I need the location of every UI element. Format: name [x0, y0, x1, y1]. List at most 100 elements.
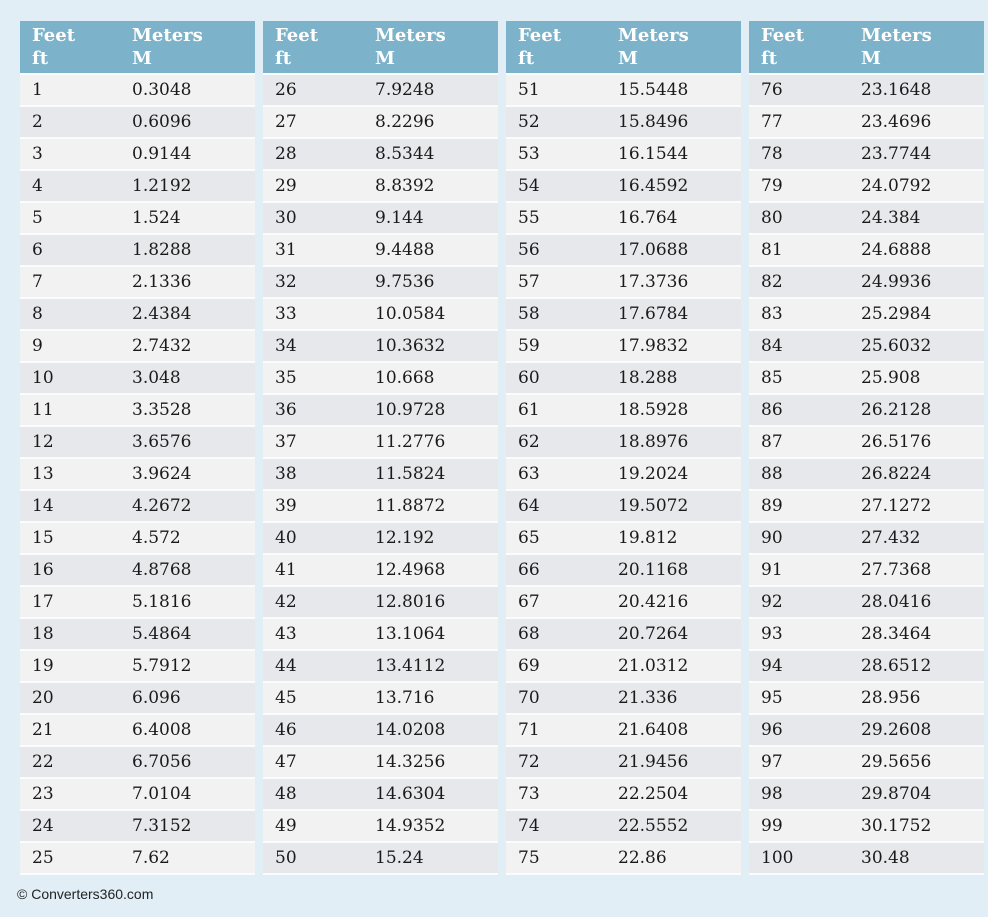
meters-cell: 21.9456	[618, 746, 741, 779]
table-row: 38 11.5824	[263, 458, 498, 491]
meters-cell: 5.1816	[132, 586, 255, 619]
meters-cell: 6.7056	[132, 746, 255, 779]
feet-cell: 97	[749, 746, 861, 779]
table-row: 8 2.4384	[20, 298, 255, 331]
conversion-table-2: Feet ft Meters M 26 7.9248 27 8.2296 28 8.534…	[263, 21, 498, 875]
feet-cell: 93	[749, 618, 861, 651]
feet-cell: 28	[263, 138, 375, 171]
table-row: 34 10.3632	[263, 330, 498, 363]
meters-cell: 3.6576	[132, 426, 255, 459]
table-row: 92 28.0416	[749, 586, 984, 619]
meters-cell: 7.0104	[132, 778, 255, 811]
meters-cell: 3.9624	[132, 458, 255, 491]
feet-cell: 67	[506, 586, 618, 619]
meters-cell: 10.3632	[375, 330, 498, 363]
feet-cell: 30	[263, 202, 375, 235]
meters-cell: 26.2128	[861, 394, 984, 427]
table-row: 45 13.716	[263, 682, 498, 715]
feet-cell: 11	[20, 394, 132, 427]
meters-cell: 30.1752	[861, 810, 984, 843]
header-row: Feet ft Meters M	[20, 21, 255, 75]
feet-cell: 81	[749, 234, 861, 267]
meters-cell: 0.3048	[132, 74, 255, 107]
table-row: 12 3.6576	[20, 426, 255, 459]
feet-cell: 34	[263, 330, 375, 363]
meters-cell: 28.0416	[861, 586, 984, 619]
feet-cell: 85	[749, 362, 861, 395]
table-row: 26 7.9248	[263, 74, 498, 107]
feet-cell: 39	[263, 490, 375, 523]
meters-header-line2: M	[375, 48, 395, 69]
feet-cell: 78	[749, 138, 861, 171]
meters-cell: 29.2608	[861, 714, 984, 747]
meters-cell: 0.9144	[132, 138, 255, 171]
table-row: 82 24.9936	[749, 266, 984, 299]
meters-cell: 9.4488	[375, 234, 498, 267]
feet-cell: 35	[263, 362, 375, 395]
table-row: 89 27.1272	[749, 490, 984, 523]
table-row: 51 15.5448	[506, 74, 741, 107]
meters-header-line1: Meters	[861, 25, 932, 46]
meters-cell: 25.2984	[861, 298, 984, 331]
meters-cell: 21.0312	[618, 650, 741, 683]
meters-header: Meters M	[618, 21, 741, 75]
meters-cell: 11.2776	[375, 426, 498, 459]
meters-cell: 4.8768	[132, 554, 255, 587]
feet-cell: 53	[506, 138, 618, 171]
table-row: 99 30.1752	[749, 810, 984, 843]
table-row: 68 20.7264	[506, 618, 741, 651]
feet-cell: 45	[263, 682, 375, 715]
feet-header-line2: ft	[32, 48, 49, 69]
meters-cell: 1.2192	[132, 170, 255, 203]
meters-cell: 2.4384	[132, 298, 255, 331]
table-row: 65 19.812	[506, 522, 741, 555]
feet-cell: 33	[263, 298, 375, 331]
table-row: 41 12.4968	[263, 554, 498, 587]
meters-header-line2: M	[132, 48, 152, 69]
feet-cell: 63	[506, 458, 618, 491]
feet-header-line1: Feet	[32, 25, 76, 46]
table-row: 86 26.2128	[749, 394, 984, 427]
meters-cell: 3.3528	[132, 394, 255, 427]
table-row: 50 15.24	[263, 842, 498, 875]
table-row: 61 18.5928	[506, 394, 741, 427]
meters-header-line1: Meters	[375, 25, 446, 46]
table-row: 33 10.0584	[263, 298, 498, 331]
table-row: 42 12.8016	[263, 586, 498, 619]
meters-cell: 16.4592	[618, 170, 741, 203]
feet-cell: 13	[20, 458, 132, 491]
meters-cell: 1.8288	[132, 234, 255, 267]
feet-cell: 47	[263, 746, 375, 779]
meters-cell: 24.9936	[861, 266, 984, 299]
meters-cell: 7.9248	[375, 74, 498, 107]
feet-cell: 12	[20, 426, 132, 459]
meters-cell: 24.6888	[861, 234, 984, 267]
table-row: 44 13.4112	[263, 650, 498, 683]
meters-cell: 17.0688	[618, 234, 741, 267]
feet-cell: 2	[20, 106, 132, 139]
feet-cell: 87	[749, 426, 861, 459]
feet-cell: 99	[749, 810, 861, 843]
meters-cell: 25.6032	[861, 330, 984, 363]
conversion-table-3: Feet ft Meters M 51 15.5448 52 15.8496 53 16.…	[506, 21, 741, 875]
feet-cell: 88	[749, 458, 861, 491]
feet-cell: 4	[20, 170, 132, 203]
table-row: 59 17.9832	[506, 330, 741, 363]
meters-cell: 30.48	[861, 842, 984, 875]
table-row: 29 8.8392	[263, 170, 498, 203]
feet-cell: 76	[749, 74, 861, 107]
meters-cell: 23.1648	[861, 74, 984, 107]
feet-header-line1: Feet	[761, 25, 805, 46]
meters-cell: 22.86	[618, 842, 741, 875]
meters-cell: 20.7264	[618, 618, 741, 651]
meters-header-line1: Meters	[618, 25, 689, 46]
table-row: 49 14.9352	[263, 810, 498, 843]
feet-cell: 75	[506, 842, 618, 875]
meters-cell: 9.144	[375, 202, 498, 235]
table-row: 17 5.1816	[20, 586, 255, 619]
table-row: 11 3.3528	[20, 394, 255, 427]
table-row: 43 13.1064	[263, 618, 498, 651]
feet-cell: 1	[20, 74, 132, 107]
meters-cell: 17.6784	[618, 298, 741, 331]
meters-cell: 14.6304	[375, 778, 498, 811]
